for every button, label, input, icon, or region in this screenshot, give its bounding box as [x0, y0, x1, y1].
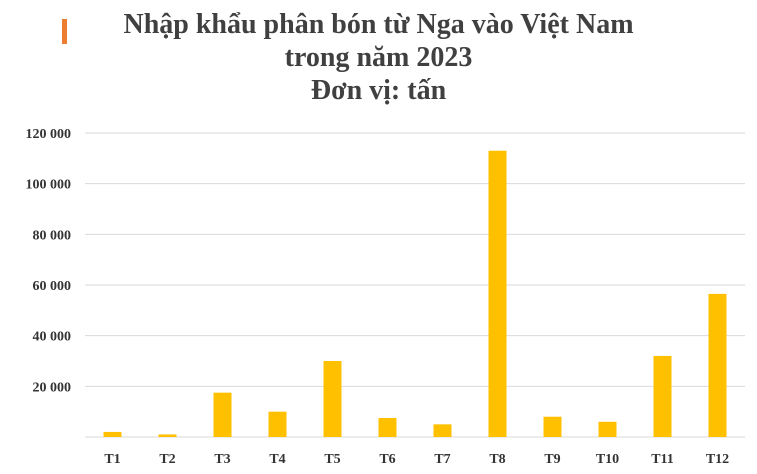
bar: [708, 293, 727, 437]
chart-title-line-2: trong năm 2023: [284, 42, 473, 73]
x-tick-label: T8: [489, 452, 505, 467]
bar: [488, 150, 507, 437]
chart-title: Nhập khẩu phân bón từ Nga vào Việt Nam t…: [40, 8, 717, 107]
x-tick-label: T2: [159, 452, 175, 467]
chart-title-line-1: Nhập khẩu phân bón từ Nga vào Việt Nam: [123, 9, 634, 40]
y-tick-label: 20 000: [33, 380, 72, 395]
x-tick-label: T1: [104, 452, 120, 467]
bar: [213, 392, 232, 437]
bar: [433, 424, 452, 437]
x-tick-label: T6: [379, 452, 395, 467]
title-accent-bar: [62, 19, 67, 44]
x-tick-label: T5: [324, 452, 340, 467]
bar: [378, 418, 397, 437]
bar: [323, 361, 342, 437]
y-tick-label: 100 000: [26, 178, 72, 193]
y-tick-label: 80 000: [33, 228, 72, 243]
bar: [268, 411, 287, 437]
x-tick-label: T7: [434, 452, 450, 467]
y-tick-label: 60 000: [33, 279, 72, 294]
bar: [103, 431, 122, 437]
bar: [653, 355, 672, 437]
chart-title-line-3: Đơn vị: tấn: [310, 75, 447, 106]
x-tick-label: T4: [269, 452, 285, 467]
y-tick-label: 40 000: [33, 330, 72, 345]
bar: [158, 434, 177, 437]
x-tick-label: T10: [596, 452, 619, 467]
bar: [598, 421, 617, 437]
x-tick-label: T9: [544, 452, 560, 467]
x-tick-label: T3: [214, 452, 230, 467]
bar: [543, 416, 562, 437]
y-tick-label: 120 000: [26, 127, 72, 142]
x-tick-label: T12: [706, 452, 729, 467]
x-tick-label: T11: [651, 452, 674, 467]
